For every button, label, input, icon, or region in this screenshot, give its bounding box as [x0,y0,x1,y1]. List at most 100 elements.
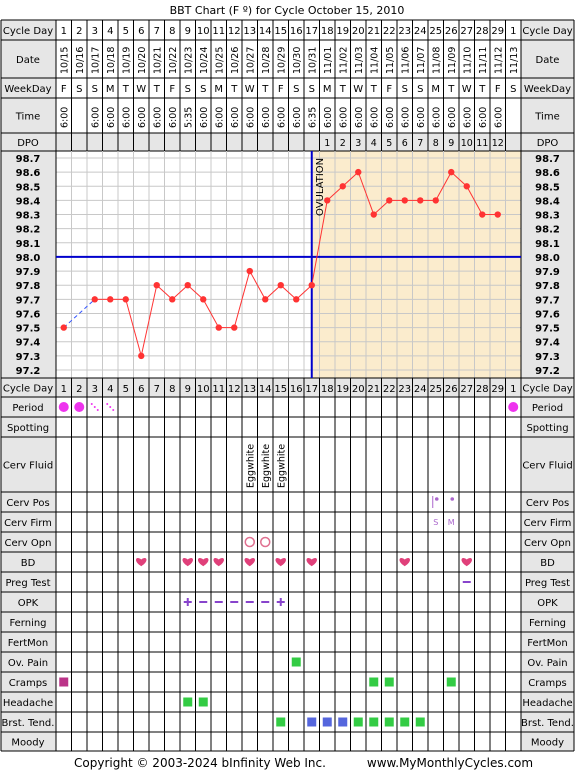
date-cell: 11/09 [447,47,458,74]
row-label-bg-left-cycle_day [1,378,56,397]
date-cell: 11/13 [509,47,520,74]
cycle-day-cell: 24 [414,26,427,37]
date-cell: 10/15 [59,47,70,74]
cerv-pos-dot [450,497,455,501]
time-cell: 6:35 [307,107,318,128]
weekday-cell: F [278,84,284,95]
row-label-opk: OPK [18,598,39,609]
temp-line-segment [156,284,173,300]
temp-point [231,324,238,331]
temp-line-segment [264,284,282,300]
footer-site-link[interactable]: www.MyMonthlyCycles.com [367,756,533,770]
weekday-cell: S [510,84,516,95]
temp-tick-label-right: 98.1 [535,239,560,250]
weekday-cell: T [478,84,486,95]
row-label-right-cycle_day: Cycle Day [522,26,572,37]
date-cell: 11/04 [369,47,380,74]
time-cell: 6:00 [323,107,334,128]
time-cell: 6:00 [199,107,210,128]
cycle-day-cell: 9 [185,26,191,37]
temp-point [308,282,315,289]
temp-tick-label-right: 97.5 [535,324,560,335]
breast-tenderness-square [369,717,379,727]
cerv-pos-dot [434,497,439,501]
cramps-square [384,677,394,687]
temp-tick-label-right: 98.4 [535,196,560,207]
cycle-day-cell-bottom: 12 [228,384,241,395]
cycle-day-cell: 13 [243,26,256,37]
row-label-bg-left-cycle_day [1,20,56,40]
cycle-day-cell-bottom: 1 [510,384,516,395]
weekday-cell: F [169,84,175,95]
cycle-day-cell: 8 [169,26,175,37]
temp-tick-label-left: 98.1 [16,239,41,250]
temp-tick-label-left: 98.5 [16,182,41,193]
weekday-cell: W [462,84,472,95]
temp-tick-label-right: 97.8 [535,281,560,292]
cycle-day-cell-bottom: 4 [107,384,113,395]
temp-tick-label-right: 97.9 [535,267,560,278]
temp-point [200,296,207,303]
row-label-right-cerv_firm: Cerv Firm [524,518,572,529]
temp-point [463,183,470,190]
row-label-bg-left-cerv_fluid [1,437,56,492]
dpo-cell: 1 [324,138,330,149]
dpo-cell: 6 [402,138,408,149]
temp-point [246,267,253,275]
cycle-day-cell-bottom: 6 [138,384,144,395]
row-label-right-cerv_pos: Cerv Pos [526,498,569,509]
breast-tenderness-square [276,717,286,727]
row-label-date: Date [16,55,40,66]
cycle-day-cell-bottom: 13 [243,384,256,395]
cycle-day-cell: 5 [123,26,129,37]
period-light-dot [93,406,96,408]
cycle-day-cell-bottom: 29 [491,384,504,395]
row-label-preg_test: Preg Test [5,578,50,589]
weekday-cell: W [136,84,146,95]
time-cell: 6:00 [400,107,411,128]
ovulation-label: OVULATION [315,158,326,216]
temp-point [169,296,176,303]
date-cell: 11/03 [354,47,365,74]
temp-tick-label-left: 97.6 [16,309,41,320]
temp-point [60,324,67,331]
temp-line-segment [125,299,142,356]
row-label-headache: Headache [3,698,53,709]
time-cell: 6:00 [106,107,117,128]
cycle-day-cell: 15 [274,26,287,37]
row-label-right-preg_test: Preg Test [525,578,570,589]
temp-line-segment [280,284,297,300]
row-label-bg-right-brst_tend [521,712,574,732]
row-label-period: Period [12,403,43,414]
temp-point [355,168,362,176]
weekday-cell: S [309,84,315,95]
cerv-firm-cell: M [448,518,455,527]
weekday-cell: M [431,84,440,95]
time-cell: 5:35 [183,107,194,128]
temp-tick-label-left: 98.7 [16,154,41,165]
date-cell: 10/20 [137,47,148,74]
row-label-bg-right-time [521,98,574,133]
temp-tick-label-right: 97.7 [535,295,560,306]
cycle-day-cell: 23 [398,26,411,37]
temp-point [122,296,129,303]
row-label-right-period: Period [532,403,563,414]
bd-heart [461,558,473,567]
weekday-cell: T [122,84,130,95]
dpo-cell: 7 [417,138,423,149]
temp-point [91,296,98,303]
date-cell: 11/10 [462,47,473,74]
row-label-bg-right-headache [521,692,574,712]
temp-point [401,197,408,204]
row-label-bg-right-cramps [521,672,574,692]
cycle-day-cell-bottom: 27 [460,384,473,395]
cycle-day-cell: 18 [321,26,334,37]
cycle-day-cell: 1 [61,26,67,37]
cramps-square [446,677,456,687]
cycle-day-cell-bottom: 18 [321,384,334,395]
cycle-day-cell-bottom: 10 [197,384,210,395]
time-cell: 6:00 [137,107,148,128]
temp-point [339,183,346,190]
bd-heart [244,558,256,567]
